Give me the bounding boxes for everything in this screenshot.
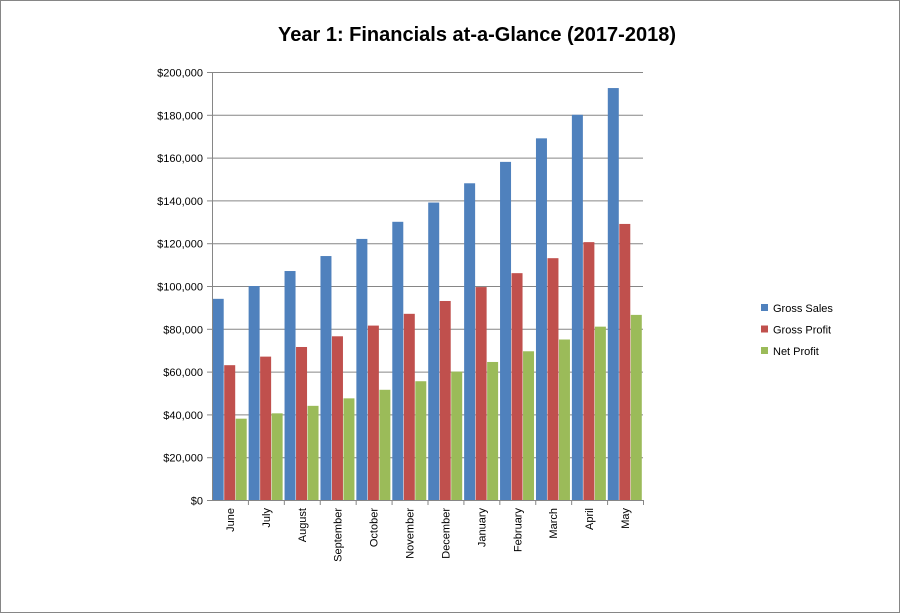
x-tick-label: February <box>512 508 524 553</box>
bar-gross-profit <box>331 336 343 500</box>
bar-gross-profit <box>260 356 272 500</box>
bar-net-profit <box>630 314 642 500</box>
bar-gross-sales <box>392 221 404 501</box>
bar-gross-sales <box>464 183 476 500</box>
y-tick-label: $100,000 <box>157 282 203 294</box>
x-tick-label: March <box>548 508 560 539</box>
bar-net-profit <box>343 398 355 500</box>
y-tick-label: $120,000 <box>157 239 203 251</box>
x-tick-label: August <box>297 508 309 542</box>
legend-label: Net Profit <box>773 346 819 358</box>
bar-net-profit <box>235 418 247 500</box>
bar-gross-sales <box>535 138 547 500</box>
bar-gross-sales <box>248 286 260 500</box>
bar-gross-profit <box>619 223 631 500</box>
legend-label: Gross Sales <box>773 303 833 315</box>
y-tick-label: $20,000 <box>163 453 203 465</box>
x-tick-label: January <box>476 508 488 548</box>
legend-swatch <box>761 347 768 354</box>
x-tick-label: April <box>584 508 596 530</box>
bar-gross-sales <box>428 202 440 501</box>
y-tick-label: $80,000 <box>163 324 203 336</box>
x-tick-label: December <box>440 508 452 559</box>
bar-net-profit <box>451 371 463 500</box>
x-tick-label: September <box>333 508 345 562</box>
bar-gross-sales <box>500 161 512 500</box>
bar-gross-profit <box>475 287 487 500</box>
y-tick-label: $60,000 <box>163 367 203 379</box>
y-tick-label: $0 <box>191 496 203 508</box>
bar-net-profit <box>558 339 570 500</box>
y-tick-label: $40,000 <box>163 410 203 422</box>
bar-gross-profit <box>296 346 308 500</box>
bar-gross-profit <box>367 325 379 500</box>
y-tick-label: $140,000 <box>157 196 203 208</box>
x-tick-label: June <box>225 508 237 532</box>
bar-net-profit <box>271 413 283 500</box>
y-tick-label: $160,000 <box>157 153 203 165</box>
y-tick-label: $180,000 <box>157 110 203 122</box>
bar-net-profit <box>379 389 391 500</box>
x-tick-label: July <box>261 508 273 528</box>
bar-net-profit <box>487 361 499 500</box>
x-tick-label: May <box>620 508 632 529</box>
bar-gross-sales <box>284 271 296 500</box>
bar-gross-profit <box>439 300 451 500</box>
legend-label: Gross Profit <box>773 325 831 337</box>
bar-net-profit <box>594 326 606 500</box>
bar-gross-profit <box>583 242 595 500</box>
bar-gross-profit <box>547 258 559 500</box>
bar-gross-profit <box>224 365 236 500</box>
bar-net-profit <box>523 351 535 500</box>
bar-gross-sales <box>356 238 368 501</box>
bar-net-profit <box>307 405 319 500</box>
bar-net-profit <box>415 381 427 500</box>
bar-gross-sales <box>320 256 332 500</box>
x-tick-label: November <box>405 508 417 559</box>
chart-title: Year 1: Financials at-a-Glance (2017-201… <box>278 24 676 46</box>
bar-gross-sales <box>571 114 583 501</box>
y-tick-label: $200,000 <box>157 68 203 80</box>
bar-gross-profit <box>403 313 415 500</box>
bar-gross-sales <box>212 298 224 500</box>
x-tick-label: October <box>369 508 381 547</box>
legend-swatch <box>761 325 768 333</box>
legend-swatch <box>761 304 768 311</box>
bar-gross-profit <box>511 273 523 500</box>
bar-gross-sales <box>607 88 619 501</box>
